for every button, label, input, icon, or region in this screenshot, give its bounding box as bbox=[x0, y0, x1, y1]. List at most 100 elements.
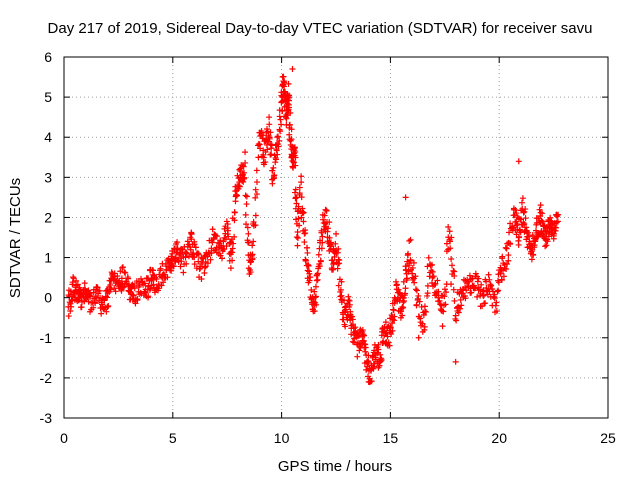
data-point bbox=[525, 229, 532, 236]
data-point bbox=[242, 192, 249, 199]
data-point bbox=[521, 208, 528, 215]
y-tick-label: -1 bbox=[40, 330, 53, 346]
data-point bbox=[293, 200, 300, 207]
data-point bbox=[182, 254, 189, 261]
data-point bbox=[158, 282, 165, 289]
data-point bbox=[306, 270, 313, 277]
data-point bbox=[455, 309, 462, 316]
data-point bbox=[250, 238, 257, 245]
data-point bbox=[105, 303, 112, 310]
data-point bbox=[294, 228, 301, 235]
data-point bbox=[506, 229, 513, 236]
data-point bbox=[229, 257, 236, 264]
data-point bbox=[217, 237, 224, 244]
data-point bbox=[164, 274, 171, 281]
data-point bbox=[252, 222, 259, 229]
data-point bbox=[360, 331, 367, 338]
data-point bbox=[457, 305, 464, 312]
data-point bbox=[365, 378, 372, 385]
data-point bbox=[260, 132, 267, 139]
data-point bbox=[512, 206, 519, 213]
data-point bbox=[530, 251, 537, 258]
data-point bbox=[498, 276, 505, 283]
data-point bbox=[276, 113, 283, 120]
data-point bbox=[285, 80, 292, 87]
data-point bbox=[346, 297, 353, 304]
data-point bbox=[147, 285, 154, 292]
data-point bbox=[478, 281, 485, 288]
data-point bbox=[337, 286, 344, 293]
data-point bbox=[191, 241, 198, 248]
data-point bbox=[550, 235, 557, 242]
data-point bbox=[412, 286, 419, 293]
data-point bbox=[349, 338, 356, 345]
data-point bbox=[260, 154, 267, 161]
data-point bbox=[493, 308, 500, 315]
data-point bbox=[242, 211, 249, 218]
data-point bbox=[293, 194, 300, 201]
data-point bbox=[538, 217, 545, 224]
data-point bbox=[410, 259, 417, 266]
data-point bbox=[411, 279, 418, 286]
data-point bbox=[236, 183, 243, 190]
data-point bbox=[253, 191, 260, 198]
data-point bbox=[90, 304, 97, 311]
data-point bbox=[305, 261, 312, 268]
data-point bbox=[292, 186, 299, 193]
data-point bbox=[81, 280, 88, 287]
data-point bbox=[413, 287, 420, 294]
data-point bbox=[187, 246, 194, 253]
data-point bbox=[552, 224, 559, 231]
data-point bbox=[302, 230, 309, 237]
data-point bbox=[502, 244, 509, 251]
data-point bbox=[312, 294, 319, 301]
data-point bbox=[170, 263, 177, 270]
data-point bbox=[204, 260, 211, 267]
data-point bbox=[176, 251, 183, 258]
data-point bbox=[243, 193, 250, 200]
data-point bbox=[472, 270, 479, 277]
data-point bbox=[503, 266, 510, 273]
data-point bbox=[291, 144, 298, 151]
data-point bbox=[342, 306, 349, 313]
data-point bbox=[448, 255, 455, 262]
data-point bbox=[429, 268, 436, 275]
data-point bbox=[435, 288, 442, 295]
data-point bbox=[274, 151, 281, 158]
data-point bbox=[276, 137, 283, 144]
data-point bbox=[306, 277, 313, 284]
data-point bbox=[420, 312, 427, 319]
data-point bbox=[385, 339, 392, 346]
data-point bbox=[387, 324, 394, 331]
data-point bbox=[264, 146, 271, 153]
data-point bbox=[91, 299, 98, 306]
data-point bbox=[292, 154, 299, 161]
data-point bbox=[303, 244, 310, 251]
data-point bbox=[304, 267, 311, 274]
data-point bbox=[440, 308, 447, 315]
data-point bbox=[499, 253, 506, 260]
data-point bbox=[542, 243, 549, 250]
data-point bbox=[271, 172, 278, 179]
data-point bbox=[555, 211, 562, 218]
data-point bbox=[442, 289, 449, 296]
data-point bbox=[96, 287, 103, 294]
data-point bbox=[514, 221, 521, 228]
data-point bbox=[236, 166, 243, 173]
data-point bbox=[277, 128, 284, 135]
data-point bbox=[314, 271, 321, 278]
data-point bbox=[280, 73, 287, 80]
data-point bbox=[292, 162, 299, 169]
data-point bbox=[389, 327, 396, 334]
data-point bbox=[413, 301, 420, 308]
data-point bbox=[168, 267, 175, 274]
y-tick-label: 5 bbox=[44, 89, 52, 105]
data-point bbox=[285, 94, 292, 101]
data-point bbox=[194, 250, 201, 257]
data-point bbox=[488, 282, 495, 289]
data-point bbox=[493, 299, 500, 306]
data-point bbox=[448, 234, 455, 241]
data-point bbox=[407, 257, 414, 264]
data-point bbox=[141, 280, 148, 287]
data-point bbox=[321, 212, 328, 219]
